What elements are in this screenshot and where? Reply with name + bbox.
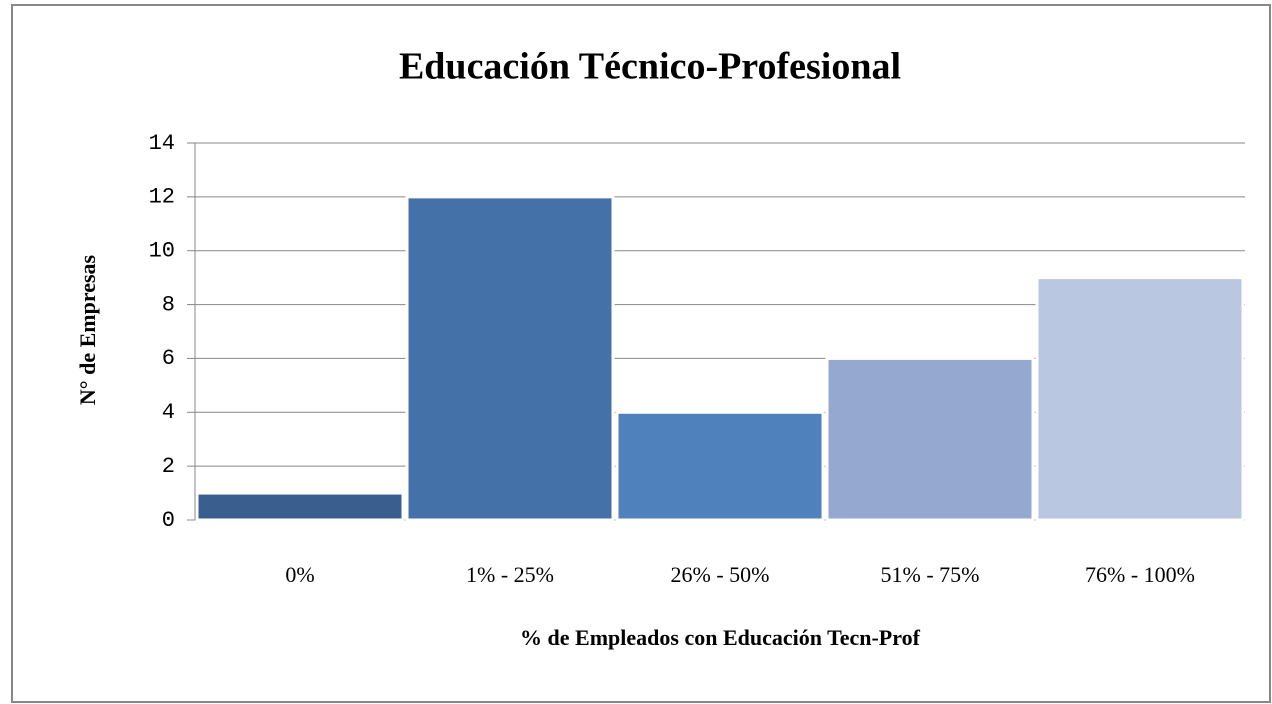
x-tick-label: 1% - 25% <box>466 562 554 587</box>
bar <box>405 195 615 522</box>
y-tick-label: 2 <box>162 454 175 479</box>
x-tick-label: 76% - 100% <box>1085 562 1195 587</box>
y-tick-label: 14 <box>149 131 175 156</box>
y-tick-label: 10 <box>149 239 175 264</box>
bar <box>1035 276 1245 522</box>
y-tick-label: 4 <box>162 400 175 425</box>
y-tick-label: 6 <box>162 346 175 371</box>
chart-title: Educación Técnico-Profesional <box>399 46 901 88</box>
x-tick-label: 26% - 50% <box>671 562 770 587</box>
bar <box>825 356 1035 522</box>
bar <box>195 491 405 522</box>
y-tick-label: 0 <box>162 508 175 533</box>
y-tick-label: 12 <box>149 185 175 210</box>
y-tick-label: 8 <box>162 292 175 317</box>
x-tick-label: 51% - 75% <box>881 562 980 587</box>
y-axis-label: N° de Empresas <box>75 254 100 405</box>
bar <box>615 410 825 522</box>
x-tick-label: 0% <box>285 562 314 587</box>
x-axis-label: % de Empleados con Educación Tecn-Prof <box>520 625 921 650</box>
